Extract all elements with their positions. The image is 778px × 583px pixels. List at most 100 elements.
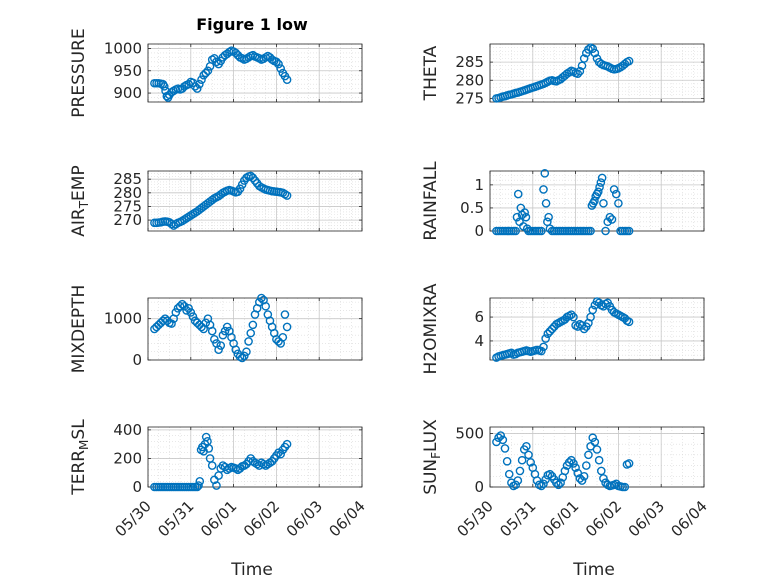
data-point: [611, 189, 621, 199]
axes-box: [147, 43, 363, 103]
data-point: [244, 337, 253, 346]
data-point: [521, 212, 531, 222]
y-tick-label: 6: [474, 308, 484, 326]
data-point: [494, 433, 503, 443]
data-point: [605, 212, 615, 222]
data-point: [239, 351, 249, 361]
data-point: [586, 226, 595, 236]
data-point: [552, 478, 561, 488]
data-point: [520, 208, 529, 217]
data-point: [597, 173, 607, 183]
data-point: [184, 304, 193, 313]
subplot-sun-flux: 0 500 05/30 05/31 06/01 06/02 06/03 06/04 SUNFLU…: [421, 419, 711, 541]
data-point: [603, 217, 613, 227]
data-point: [192, 84, 202, 93]
y-axis-label-7: SUNFLUX: [421, 419, 443, 495]
data-point: [272, 57, 281, 67]
data-point: [235, 184, 245, 194]
data-point: [201, 318, 211, 328]
y-tick-label: 0: [474, 222, 484, 240]
axes-box: [147, 170, 363, 232]
data-point: [554, 480, 563, 490]
data-point: [171, 308, 181, 317]
data-point: [504, 469, 514, 479]
y-tick-label: 1000: [104, 39, 142, 57]
data-point: [278, 332, 288, 342]
y-tick-label: 900: [113, 84, 142, 102]
data-point: [225, 464, 234, 473]
data-point: [254, 297, 264, 307]
y-tick-label: 1000: [104, 310, 142, 328]
data-point: [257, 293, 266, 303]
data-point: [188, 312, 198, 321]
data-point: [207, 326, 217, 336]
y-axis-label-4: MIXDEPTH: [69, 285, 89, 374]
data-point: [242, 347, 251, 357]
data-point: [237, 180, 247, 189]
data-point: [282, 75, 292, 84]
y-tick-label: 500: [455, 424, 484, 442]
data-point: [204, 444, 214, 453]
data-point: [186, 308, 196, 317]
axes-box: [489, 426, 705, 488]
data-point: [214, 345, 223, 354]
y-axis-label-1: THETA: [421, 45, 441, 101]
y-tick-label: 1: [474, 176, 484, 194]
data-point: [212, 481, 221, 490]
subplot-terr-msl: 0 200 400 05/30 05/31 06/01 06/02 06/03 06/04 TER…: [69, 419, 369, 541]
data-point: [218, 330, 228, 340]
data-point: [545, 469, 555, 479]
data-point: [274, 59, 283, 69]
x-tick-label: 05/31: [496, 497, 539, 540]
data-point: [210, 335, 219, 344]
data-point: [540, 169, 550, 178]
data-point: [588, 305, 598, 315]
y-axis-label-5: H2OMIXRA: [421, 283, 441, 374]
data-point: [276, 64, 285, 73]
data-point: [282, 322, 292, 332]
data-point: [624, 56, 634, 66]
data-point: [556, 478, 565, 488]
data-point: [537, 346, 546, 356]
data-point: [539, 342, 548, 352]
data-point: [282, 191, 292, 200]
y-tick-label: 200: [113, 449, 142, 467]
y-tick-label: 4: [474, 332, 484, 350]
data-point: [252, 459, 262, 469]
x-axis-label-left: Time: [230, 560, 273, 580]
data-point: [201, 432, 211, 442]
y-tick-label: 275: [113, 197, 142, 215]
data-point: [511, 480, 520, 490]
data-point: [195, 79, 204, 89]
data-point: [579, 324, 589, 334]
data-point: [596, 178, 606, 187]
data-point: [564, 458, 574, 467]
data-point: [560, 466, 570, 476]
data-point: [182, 306, 191, 315]
data-point: [239, 461, 249, 470]
data-point: [512, 212, 522, 222]
x-tick-label: 06/04: [326, 497, 369, 540]
data-point: [564, 67, 574, 77]
axes-box: [147, 297, 363, 361]
subplot-rainfall: 0 0.5 1 RAINFALL: [421, 161, 705, 241]
data-point: [203, 66, 213, 76]
data-point: [496, 431, 506, 440]
y-axis-label-0: PRESSURE: [69, 28, 89, 117]
data-point: [539, 479, 548, 489]
data-point: [246, 328, 256, 338]
data-point: [498, 435, 508, 445]
data-point: [573, 69, 583, 79]
data-point: [177, 299, 187, 309]
figure-title: Figure 1 low: [196, 15, 308, 34]
data-point: [596, 466, 606, 476]
data-point: [246, 171, 256, 181]
data-point: [541, 334, 550, 343]
data-point: [577, 476, 587, 485]
y-tick-label: 0: [132, 478, 142, 496]
data-point: [261, 301, 271, 311]
y-axis-label-3: RAINFALL: [421, 161, 441, 241]
data-point: [197, 75, 206, 84]
